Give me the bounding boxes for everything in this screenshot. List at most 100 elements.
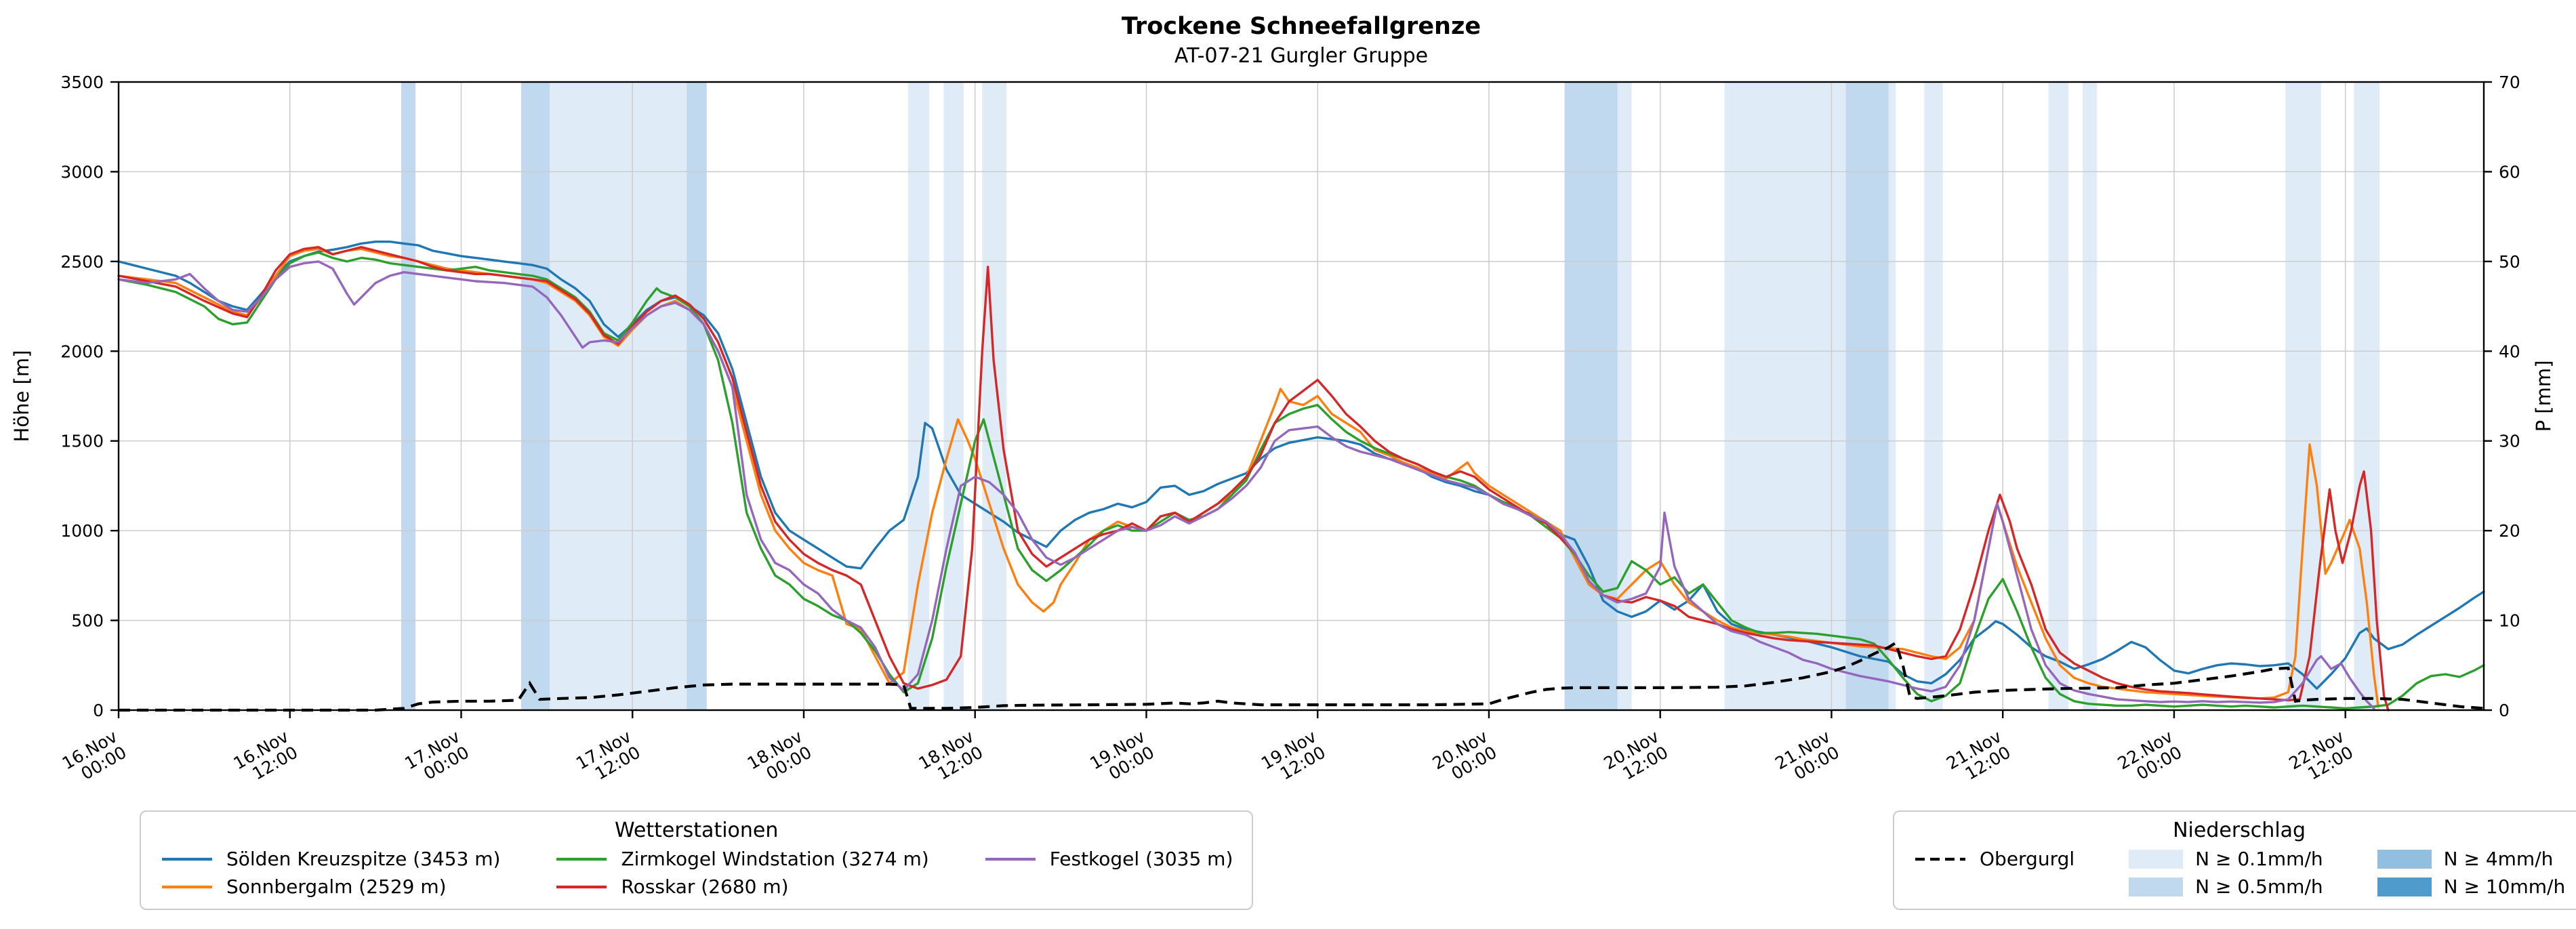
svg-text:21.Nov00:00: 21.Nov00:00: [1772, 726, 1843, 789]
y-tick-label-right: 60: [2499, 162, 2520, 182]
legend-fill-swatch: [2129, 849, 2184, 869]
x-tick-label: 21.Nov00:00: [1772, 726, 1843, 789]
legend-line-swatch: [162, 857, 212, 861]
precip-band: [401, 82, 416, 710]
series-line-rosskar: [117, 246, 2390, 711]
precip-band: [2048, 82, 2069, 710]
svg-text:18.Nov00:00: 18.Nov00:00: [744, 726, 815, 789]
x-axis: 16.Nov00:00 16.Nov12:00 17.Nov00:00 17.Nov1…: [59, 710, 2356, 789]
legend-item-label: N ≥ 4mm/h: [2443, 848, 2554, 870]
svg-text:17.Nov12:00: 17.Nov12:00: [573, 726, 644, 789]
legend-item-precip: N ≥ 0.5mm/h: [2129, 875, 2323, 898]
precip-bands: [401, 82, 2380, 710]
precip-band: [2285, 82, 2321, 710]
chart-title-block: Trockene Schneefallgrenze AT-07-21 Gurgl…: [119, 12, 2484, 68]
legend-item-precip: N ≥ 0.1mm/h: [2129, 848, 2323, 870]
precip-band: [1845, 82, 1889, 710]
chart-subtitle: AT-07-21 Gurgler Gruppe: [1174, 43, 1429, 68]
svg-text:22.Nov12:00: 22.Nov12:00: [2285, 726, 2356, 789]
legend-line-swatch: [556, 885, 607, 888]
svg-text:16.Nov00:00: 16.Nov00:00: [59, 726, 130, 789]
x-tick-label: 19.Nov00:00: [1086, 726, 1158, 789]
y-tick-label-left: 3500: [60, 73, 104, 92]
precip-band: [520, 82, 707, 710]
legend-item-precip: N ≥ 4mm/h: [2377, 848, 2566, 870]
legend-item-label: Obergurgl: [1980, 848, 2075, 870]
x-tick-label: 17.Nov12:00: [573, 726, 644, 789]
legend-items-niederschlag: Obergurgl N ≥ 0.1mm/h N ≥ 0.5mm/h N ≥ 4mm/h…: [1913, 848, 2565, 898]
plot-border: [117, 81, 2485, 711]
legend-item-precip: N ≥ 10mm/h: [2377, 875, 2566, 898]
x-tick-label: 21.Nov12:00: [1943, 726, 2014, 789]
legend-title-wetterstationen: Wetterstationen: [614, 819, 779, 842]
y-tick-label-right: 50: [2499, 252, 2520, 272]
legend-wetterstationen: Wetterstationen Sölden Kreuzspitze (3453…: [140, 810, 1254, 910]
x-tick-label: 19.Nov12:00: [1258, 726, 1329, 789]
chart-title: Trockene Schneefallgrenze: [1121, 13, 1481, 40]
legend-title-niederschlag: Niederschlag: [2173, 819, 2306, 842]
series-line-festkogel: [117, 260, 2375, 710]
y-tick-label-right: 40: [2499, 342, 2520, 361]
legend-niederschlag: Niederschlag Obergurgl N ≥ 0.1mm/h N ≥ 0.5…: [1893, 810, 2576, 910]
legend-line-swatch: [556, 857, 607, 861]
x-tick-label: 22.Nov00:00: [2114, 726, 2186, 789]
y-tick-label-left: 1500: [60, 432, 104, 451]
legend-item-label: Sonnbergalm (2529 m): [226, 875, 447, 898]
legend-fill-swatch: [2377, 877, 2432, 896]
series-line-soelden-kreuzspitze: [117, 241, 2485, 690]
y-axis-left: 0 500 1000 1500 2000 2500 3000 3500: [60, 73, 119, 720]
y-tick-label-left: 1000: [60, 521, 104, 541]
precip-band: [1924, 82, 1943, 710]
legend-item-label: Rosskar (2680 m): [621, 875, 789, 898]
svg-text:16.Nov12:00: 16.Nov12:00: [230, 726, 302, 789]
y-tick-label-right: 70: [2499, 73, 2520, 92]
legend-dashed-line-swatch: [1915, 857, 1965, 861]
legend-item-station: Sölden Kreuzspitze (3453 m): [160, 848, 500, 870]
svg-text:20.Nov12:00: 20.Nov12:00: [1601, 726, 1672, 789]
x-tick-label: 22.Nov12:00: [2285, 726, 2356, 789]
gridlines: [118, 81, 2484, 711]
y-tick-label-left: 2500: [60, 252, 104, 272]
x-tick-label: 20.Nov12:00: [1601, 726, 1672, 789]
precip-band: [2083, 82, 2098, 710]
legend-item-station: Zirmkogel Windstation (3274 m): [554, 848, 929, 870]
precip-band: [1564, 82, 1618, 710]
y-axis-label-left: Höhe [m]: [10, 350, 33, 442]
svg-text:17.Nov00:00: 17.Nov00:00: [401, 726, 472, 789]
precip-band: [907, 82, 930, 710]
legend-item-label: N ≥ 0.1mm/h: [2195, 848, 2323, 870]
legend-item-obergurgl: Obergurgl: [1913, 848, 2074, 870]
legend-item-station: Rosskar (2680 m): [554, 875, 928, 898]
precip-band: [520, 82, 550, 710]
y-axis-label-right: P [mm]: [2532, 360, 2555, 432]
legend-line-swatch: [985, 857, 1036, 861]
svg-text:19.Nov12:00: 19.Nov12:00: [1258, 726, 1329, 789]
legend-items-wetterstationen: Sölden Kreuzspitze (3453 m) Sonnbergalm (…: [160, 848, 1233, 898]
x-tick-label: 16.Nov00:00: [59, 726, 130, 789]
legend-item-station: Sonnbergalm (2529 m): [160, 875, 500, 898]
y-axis-right: 0 10 20 30 40 50 60 70: [2484, 73, 2520, 720]
y-tick-label-right: 0: [2499, 701, 2510, 720]
y-tick-label-left: 500: [71, 611, 104, 631]
y-tick-label-right: 20: [2499, 521, 2520, 541]
svg-text:21.Nov12:00: 21.Nov12:00: [1943, 726, 2014, 789]
svg-text:18.Nov12:00: 18.Nov12:00: [916, 726, 987, 789]
y-tick-label-right: 10: [2499, 611, 2520, 631]
series-line-zirmkogel: [117, 251, 2485, 710]
legend-fill-swatch: [2377, 849, 2432, 869]
obergurgl-line: [119, 640, 2485, 712]
y-tick-label-left: 2000: [60, 342, 104, 361]
legend-item-label: N ≥ 10mm/h: [2443, 875, 2566, 898]
y-tick-label-right: 30: [2499, 432, 2520, 451]
svg-text:22.Nov00:00: 22.Nov00:00: [2114, 726, 2186, 789]
svg-text:19.Nov00:00: 19.Nov00:00: [1086, 726, 1158, 789]
y-tick-label-left: 0: [93, 701, 104, 720]
legend-item-label: Zirmkogel Windstation (3274 m): [621, 848, 929, 870]
x-tick-label: 17.Nov00:00: [401, 726, 472, 789]
x-tick-label: 20.Nov00:00: [1429, 726, 1500, 784]
legend-item-station: Festkogel (3035 m): [983, 848, 1233, 870]
legend-fill-swatch: [2129, 877, 2184, 896]
x-tick-label: 18.Nov00:00: [744, 726, 815, 789]
